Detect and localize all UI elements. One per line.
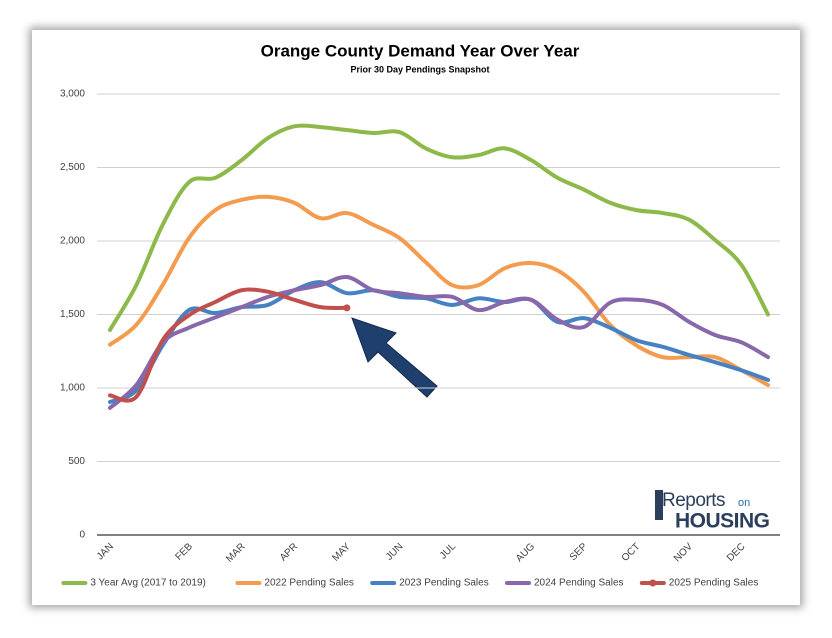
logo-name: Reports — [662, 490, 725, 511]
x-tick-label: APR — [278, 541, 300, 563]
end-marker — [343, 304, 351, 312]
logo-small: on — [738, 497, 750, 509]
x-tick-label: OCT — [620, 541, 643, 564]
chart-title: Orange County Demand Year Over Year — [261, 41, 580, 60]
logo-icon — [655, 490, 663, 520]
legend-label: 2025 Pending Sales — [669, 578, 759, 589]
chart-subtitle: Prior 30 Day Pendings Snapshot — [350, 64, 489, 74]
y-tick-label: 500 — [68, 456, 85, 467]
x-tick-label: DEC — [725, 541, 748, 564]
series-line — [108, 280, 770, 404]
series-line — [108, 275, 770, 410]
y-tick-label: 1,500 — [60, 309, 85, 320]
legend-label: 2023 Pending Sales — [399, 578, 489, 589]
x-tick-label: JUL — [438, 541, 459, 562]
y-tick-label: 2,500 — [60, 162, 85, 173]
y-tick-label: 2,000 — [60, 236, 85, 247]
legend-marker — [649, 579, 657, 587]
series-line — [108, 194, 770, 388]
y-tick-label: 0 — [79, 530, 85, 541]
series-line — [108, 287, 349, 403]
x-tick-label: SEP — [568, 541, 590, 563]
x-tick-label: MAY — [330, 541, 353, 564]
logo: Reports on HOUSING — [655, 490, 770, 533]
x-tick-label: JUN — [384, 541, 406, 563]
y-tick-label: 3,000 — [60, 89, 85, 100]
x-tick-label: NOV — [672, 541, 695, 564]
y-tick-label: 1,000 — [60, 383, 85, 394]
legend-label: 3 Year Avg (2017 to 2019) — [90, 578, 205, 589]
x-tick-label: AUG — [514, 541, 537, 564]
x-tick-label: MAR — [224, 541, 248, 565]
legend-label: 2024 Pending Sales — [534, 578, 624, 589]
legend: 3 Year Avg (2017 to 2019) 2022 Pending Sa… — [61, 578, 759, 589]
x-tick-label: JAN — [95, 541, 116, 562]
card — [32, 30, 800, 605]
series-line — [108, 123, 770, 332]
legend-label: 2022 Pending Sales — [264, 578, 354, 589]
x-tick-label: FEB — [173, 541, 195, 563]
logo-brand: HOUSING — [675, 510, 770, 533]
arrow-shape — [351, 317, 438, 398]
arrow — [351, 317, 438, 398]
